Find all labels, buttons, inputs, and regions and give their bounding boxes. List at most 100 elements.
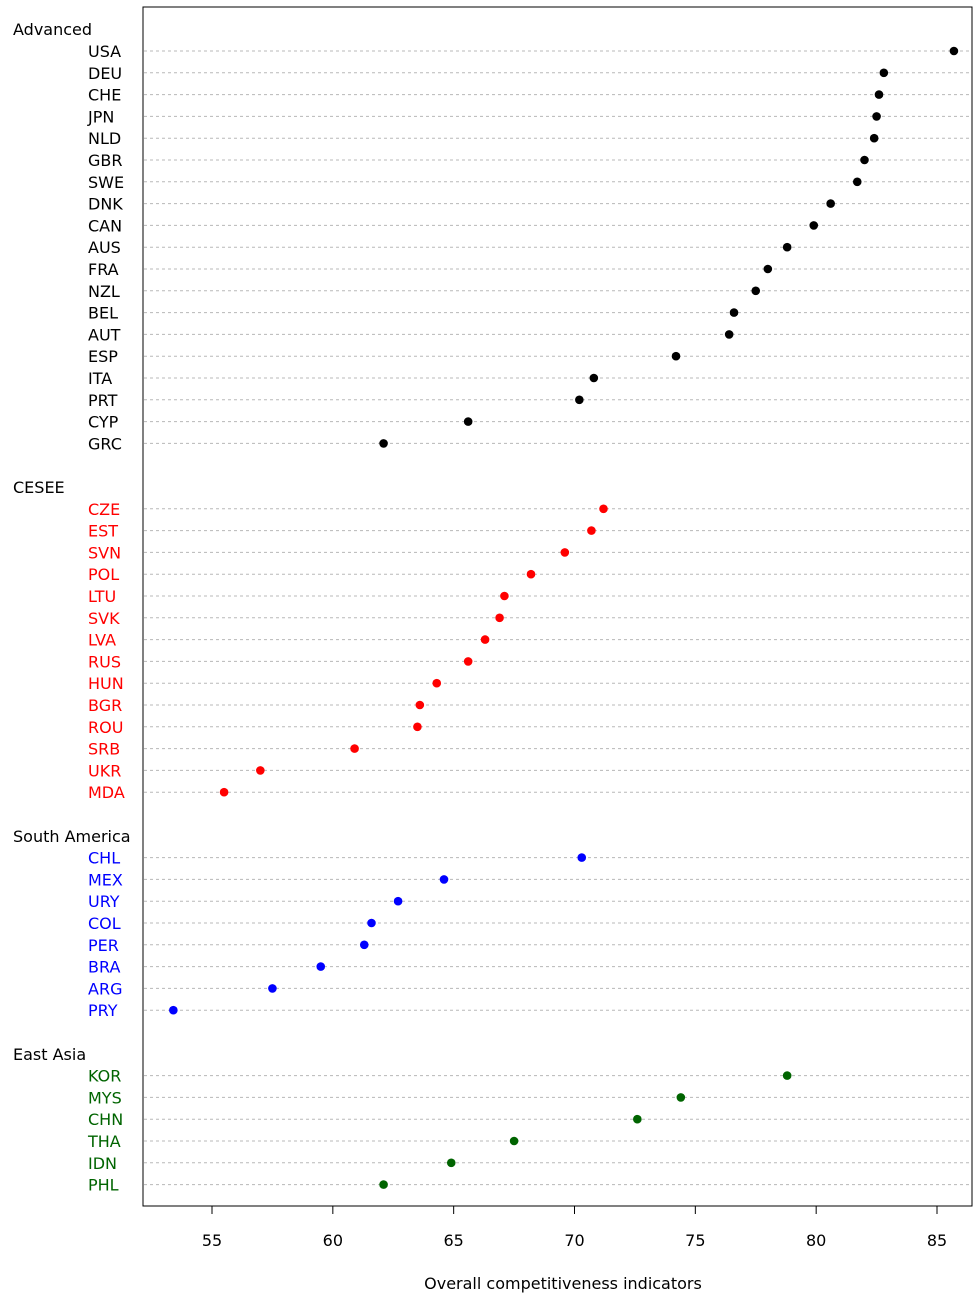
data-point: [500, 591, 509, 601]
data-point: [413, 722, 422, 732]
category-label: KOR: [88, 1067, 121, 1086]
data-points: [169, 46, 959, 1189]
category-label: HUN: [88, 674, 124, 693]
category-label: CAN: [88, 216, 122, 235]
data-point: [874, 90, 884, 99]
category-label: USA: [88, 42, 121, 61]
category-label: NLD: [88, 129, 121, 148]
data-point: [393, 896, 403, 906]
data-point: [852, 177, 862, 187]
category-label: PER: [88, 936, 119, 955]
category-label: MDA: [88, 783, 125, 802]
category-label: GBR: [88, 151, 123, 170]
category-label: MEX: [88, 870, 123, 889]
category-label: IDN: [88, 1154, 117, 1173]
data-point: [350, 744, 359, 753]
data-point: [509, 1136, 519, 1146]
data-point: [879, 68, 889, 78]
data-point: [169, 1005, 178, 1015]
data-point: [367, 918, 376, 928]
data-point: [763, 264, 773, 274]
category-label: SRB: [88, 740, 120, 759]
data-point: [463, 657, 473, 666]
category-label: EST: [88, 522, 118, 541]
x-tick-label: 55: [202, 1231, 222, 1250]
category-label: CHE: [88, 86, 121, 105]
category-label: PRY: [88, 1001, 118, 1020]
x-tick-label: 80: [806, 1231, 826, 1250]
category-label: BEL: [88, 304, 118, 323]
data-point: [782, 1071, 792, 1080]
data-point: [751, 286, 761, 296]
category-label: URY: [88, 892, 120, 911]
category-label: JPN: [87, 107, 114, 126]
x-tick-label: 60: [323, 1231, 343, 1250]
data-point: [415, 700, 425, 710]
data-point: [359, 940, 369, 950]
data-point: [432, 678, 442, 688]
data-point: [589, 373, 599, 383]
x-tick-label: 70: [564, 1231, 584, 1250]
data-point: [463, 417, 473, 426]
plot-frame: [142, 6, 973, 1207]
data-point: [782, 242, 792, 252]
category-label: ESP: [88, 347, 118, 366]
data-point: [256, 766, 265, 775]
data-point: [729, 308, 739, 317]
category-label: POL: [88, 565, 119, 584]
data-point: [439, 875, 449, 884]
data-point: [480, 635, 490, 644]
category-label: RUS: [88, 652, 121, 671]
category-label: PHL: [88, 1176, 119, 1195]
data-point: [860, 155, 869, 165]
category-label: PRT: [88, 391, 118, 410]
category-label: CHL: [88, 849, 120, 868]
category-label: CZE: [88, 500, 120, 519]
category-label: DEU: [88, 64, 122, 83]
x-tick-label: 75: [685, 1231, 705, 1250]
group-header: East Asia: [13, 1045, 86, 1064]
data-point: [826, 199, 835, 208]
x-tick-label: 85: [927, 1231, 947, 1250]
category-label: CHN: [88, 1110, 123, 1129]
data-point: [446, 1158, 456, 1168]
data-point: [949, 46, 959, 56]
data-point: [379, 439, 388, 448]
data-point: [724, 330, 734, 339]
data-point: [633, 1114, 642, 1124]
category-label: SVN: [88, 543, 121, 562]
data-point: [809, 221, 819, 230]
data-point: [676, 1093, 686, 1102]
category-label: DNK: [88, 195, 123, 214]
x-axis: 55 60 65 70 75 80 85: [202, 1206, 947, 1250]
data-point: [869, 133, 879, 143]
category-label: ITA: [88, 369, 112, 388]
category-labels: Advanced USA DEU CHE JPN NLD GBR SWE DNK CAN AUS FR…: [13, 20, 131, 1194]
data-point: [587, 526, 596, 535]
data-point: [219, 787, 229, 797]
x-axis-title: Overall competitiveness indicators: [424, 1274, 702, 1293]
category-label: SWE: [88, 173, 124, 192]
category-label: NZL: [88, 282, 120, 301]
category-label: ARG: [88, 979, 122, 998]
category-label: COL: [88, 914, 121, 933]
category-label: LVA: [88, 631, 116, 650]
category-label: FRA: [88, 260, 119, 279]
category-label: MYS: [88, 1088, 122, 1107]
category-label: CYP: [88, 413, 119, 432]
category-label: BGR: [88, 696, 122, 715]
group-header: Advanced: [13, 20, 92, 39]
category-label: THA: [87, 1132, 121, 1151]
data-point: [575, 395, 584, 405]
data-point: [872, 112, 881, 121]
category-label: ROU: [88, 718, 123, 737]
grid-lines: [144, 50, 971, 1186]
x-tick-label: 65: [443, 1231, 463, 1250]
group-header: South America: [13, 827, 131, 846]
category-label: SVK: [88, 609, 120, 628]
data-point: [268, 984, 277, 993]
category-label: GRC: [88, 434, 122, 453]
category-label: AUS: [88, 238, 121, 257]
category-label: AUT: [88, 325, 121, 344]
